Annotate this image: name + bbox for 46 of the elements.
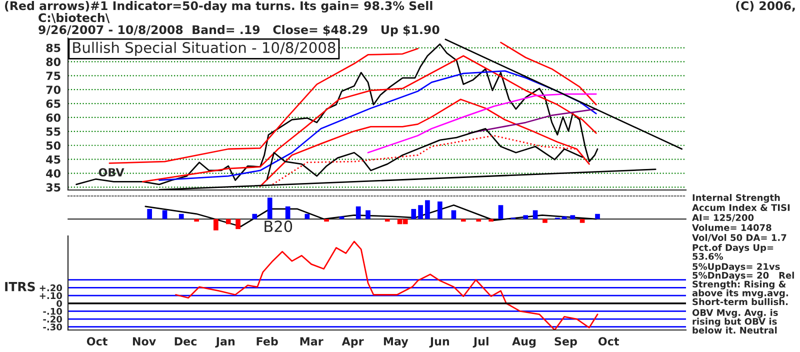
text: Pct.of Days Up= 53.6% — [692, 244, 774, 260]
y-tick-label: +.10 — [40, 292, 62, 300]
text: (C) 2006, — [736, 1, 795, 12]
x-tick-label: Jul — [472, 336, 488, 348]
x-tick-label: Nov — [132, 337, 156, 346]
text: OBV Mvg. Avg. is rising but OBV is below it. Neutral — [692, 309, 778, 334]
y-tick-label: -.20 — [43, 316, 62, 323]
text: AI= 125/200 — [692, 214, 754, 222]
x-tick-label: Mar — [300, 337, 324, 346]
y-tick-label: -.30 — [43, 324, 62, 330]
y-tick-label: 50 — [46, 141, 61, 150]
y-axis-title: ITRS — [5, 282, 35, 292]
x-tick-label: Aug — [512, 337, 536, 348]
y-tick-label: 45 — [46, 155, 60, 164]
x-tick-label: May — [384, 337, 408, 348]
x-tick-label: Dec — [174, 337, 196, 346]
annotation: OBV — [98, 168, 124, 177]
y-tick-label: +.20 — [40, 284, 62, 292]
annotation: B20 — [264, 220, 292, 232]
text: (Red arrows)#1 Indicator=50-day ma turns. Its gain= 98.3% Sell — [5, 1, 432, 13]
x-tick-label: Jan — [215, 337, 235, 348]
x-tick-label: Oct — [598, 337, 619, 346]
y-tick-label: 0 — [56, 300, 62, 307]
y-tick-label: 70 — [46, 86, 61, 94]
text: Vol/Vol 50 DA= 1.7 — [692, 234, 786, 242]
y-tick-label: 75 — [46, 72, 60, 80]
y-tick-label: 35 — [46, 183, 60, 192]
y-tick-label: 85 — [46, 44, 60, 52]
x-tick-label: Apr — [342, 337, 364, 348]
y-tick-label: -.10 — [43, 308, 62, 315]
text: 9/26/2007 - 10/8/2008 Band= .19 Close= $48.29 Up $1.90 — [38, 25, 440, 36]
y-tick-label: 80 — [46, 58, 61, 66]
x-tick-label: Feb — [256, 336, 278, 346]
y-tick-label: 55 — [46, 128, 60, 136]
text: Accum Index & TISI — [692, 204, 790, 211]
chart-title: Bullish Special Situation - 10/8/2008 — [73, 42, 336, 56]
x-tick-label: Jun — [429, 337, 450, 348]
text: Volume= 14078 — [692, 224, 772, 231]
text: C:\biotech\ — [38, 13, 110, 24]
y-tick-label: 65 — [46, 100, 60, 108]
x-tick-label: Oct — [86, 337, 108, 346]
text: 5%UpDays= 21vs 5%DnDays= 20 Rel Strength: Rising & above its mvg.avg. Short-term bullish. — [692, 263, 794, 306]
y-tick-label: 40 — [46, 169, 61, 178]
y-tick-label: 60 — [46, 113, 61, 122]
x-tick-label: Sep — [554, 337, 577, 348]
text: Internal Strength — [692, 194, 780, 203]
